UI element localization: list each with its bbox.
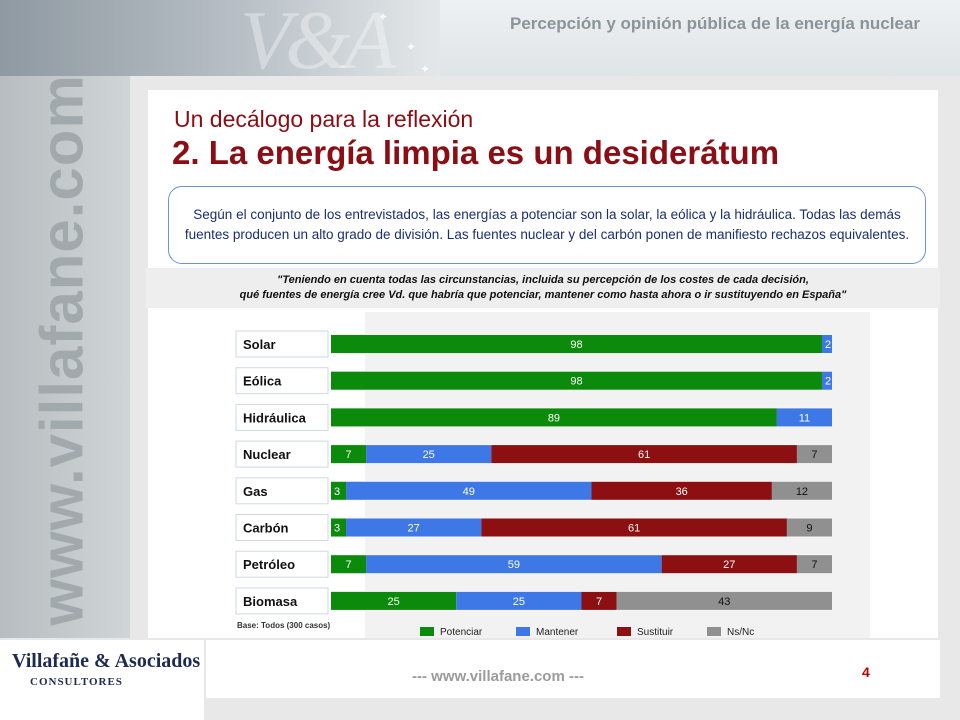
category-label-eolica: Eólica: [243, 374, 282, 389]
data-label-mantener-nuclear: 25: [423, 449, 435, 461]
monogram-watermark: V&A: [240, 0, 396, 76]
data-label-ns-nc-biomasa: 43: [718, 596, 730, 608]
category-label-box: [235, 514, 329, 541]
data-label-mantener-biomasa: 25: [513, 596, 525, 608]
data-label-ns-nc-nuclear: 7: [811, 449, 817, 461]
category-label-box: [235, 587, 329, 615]
bar-sustituir-nuclear: [491, 445, 797, 464]
legend-swatch-sustituir: [617, 627, 631, 636]
bar-potenciar-petroleo: [331, 555, 367, 574]
legend-swatch-potenciar: [420, 627, 434, 636]
category-label-box: [235, 477, 329, 505]
question-line-1: "Teniendo en cuenta todas las circunstan…: [277, 274, 809, 286]
slide-title: 2. La energía limpia es un desiderátum: [172, 134, 780, 171]
category-label-gas: Gas: [243, 484, 268, 499]
bar-potenciar-solar: [331, 335, 822, 353]
header-logo-watermark: V&A ✦ ✦ ✦: [0, 0, 440, 76]
chart-panel: [365, 312, 870, 638]
bar-potenciar-hidraulica: [331, 408, 777, 427]
data-label-potenciar-nuclear: 7: [345, 449, 351, 461]
data-label-ns-nc-carbon: 9: [806, 523, 812, 535]
category-label-hidraulica: Hidráulica: [243, 410, 307, 425]
summary-box: Según el conjunto de los entrevistados, …: [168, 186, 926, 264]
bar-mantener-nuclear: [366, 445, 492, 464]
bar-potenciar-nuclear: [331, 445, 367, 464]
legend-label-sustituir: Sustituir: [637, 627, 674, 638]
bar-sustituir-carbon: [481, 518, 787, 537]
data-label-ns-nc-gas: 12: [796, 486, 808, 498]
legend-swatch-mantener: [516, 627, 530, 636]
company-logo-subtitle: CONSULTORES: [30, 676, 123, 688]
legend-label-mantener: Mantener: [536, 627, 579, 638]
bar-mantener-carbon: [346, 518, 482, 537]
bar-ns-nc-biomasa: [616, 591, 832, 610]
chart-base-note: Base: Todos (300 casos): [237, 621, 331, 630]
data-label-ns-nc-petroleo: 7: [811, 559, 817, 571]
bar-ns-nc-gas: [771, 481, 832, 500]
bar-mantener-eolica: [821, 371, 832, 390]
data-label-potenciar-solar: 98: [570, 339, 582, 351]
question-line-2: qué fuentes de energía cree Vd. que habr…: [239, 289, 847, 301]
bar-potenciar-gas: [331, 481, 347, 500]
bar-mantener-hidraulica: [776, 408, 832, 427]
data-label-sustituir-gas: 36: [676, 486, 688, 498]
data-label-sustituir-nuclear: 61: [638, 449, 650, 461]
legend-swatch-ns-nc: [707, 627, 721, 636]
sparkle-icon: ✦: [378, 10, 389, 24]
bar-mantener-biomasa: [456, 591, 582, 610]
footer-url: --- www.villafane.com ---: [412, 668, 584, 685]
data-label-mantener-solar: 2: [825, 339, 831, 351]
bar-sustituir-biomasa: [581, 591, 617, 610]
bar-mantener-gas: [346, 481, 592, 500]
bar-potenciar-eolica: [331, 371, 822, 390]
data-label-sustituir-biomasa: 7: [596, 596, 602, 608]
data-label-mantener-petroleo: 59: [508, 559, 520, 571]
category-label-box: [235, 440, 329, 468]
data-label-potenciar-hidraulica: 89: [548, 412, 560, 424]
category-label-solar: Solar: [243, 337, 276, 352]
bar-mantener-petroleo: [366, 555, 662, 574]
bar-sustituir-gas: [591, 481, 772, 500]
data-label-mantener-hidraulica: 11: [799, 412, 810, 424]
category-label-box: [235, 367, 329, 395]
data-label-potenciar-gas: 3: [334, 486, 340, 498]
header-title: Percepción y opinión pública de la energ…: [509, 14, 920, 33]
data-label-sustituir-petroleo: 27: [723, 559, 735, 571]
bar-ns-nc-carbon: [786, 518, 832, 537]
bar-potenciar-carbon: [331, 518, 347, 537]
bar-mantener-solar: [821, 335, 832, 353]
data-label-potenciar-petroleo: 7: [345, 559, 351, 571]
category-label-petroleo: Petróleo: [243, 557, 295, 572]
data-label-potenciar-eolica: 98: [570, 376, 582, 388]
category-label-biomasa: Biomasa: [243, 594, 298, 609]
bar-sustituir-petroleo: [661, 555, 797, 574]
sparkle-icon: ✦: [420, 62, 431, 76]
category-label-carbon: Carbón: [243, 521, 289, 536]
company-logo: Villafañe & Asociados CONSULTORES: [0, 640, 204, 720]
bar-ns-nc-nuclear: [796, 445, 832, 464]
data-label-mantener-gas: 49: [463, 486, 475, 498]
legend-label-ns-nc: Ns/Nc: [727, 627, 754, 638]
data-label-potenciar-biomasa: 25: [388, 596, 400, 608]
question-band: "Teniendo en cuenta todas las circunstan…: [146, 268, 940, 308]
category-label-box: [235, 330, 329, 358]
page-number: 4: [862, 664, 870, 680]
bar-potenciar-biomasa: [331, 591, 457, 610]
sparkle-icon: ✦: [406, 40, 417, 54]
category-label-box: [235, 550, 329, 578]
summary-text: Según el conjunto de los entrevistados, …: [184, 207, 910, 242]
data-label-sustituir-carbon: 61: [628, 523, 640, 535]
legend-label-potenciar: Potenciar: [440, 627, 483, 638]
category-label-nuclear: Nuclear: [243, 447, 291, 462]
category-label-box: [235, 403, 329, 431]
data-label-potenciar-carbon: 3: [334, 523, 340, 535]
footer-area: [206, 640, 940, 698]
bar-ns-nc-petroleo: [796, 555, 832, 574]
slide-subtitle: Un decálogo para la reflexión: [174, 106, 474, 132]
left-band: [0, 76, 130, 720]
data-label-mantener-eolica: 2: [825, 376, 831, 388]
data-label-mantener-carbon: 27: [408, 523, 420, 535]
company-logo-name: Villafañe & Asociados: [12, 650, 201, 672]
